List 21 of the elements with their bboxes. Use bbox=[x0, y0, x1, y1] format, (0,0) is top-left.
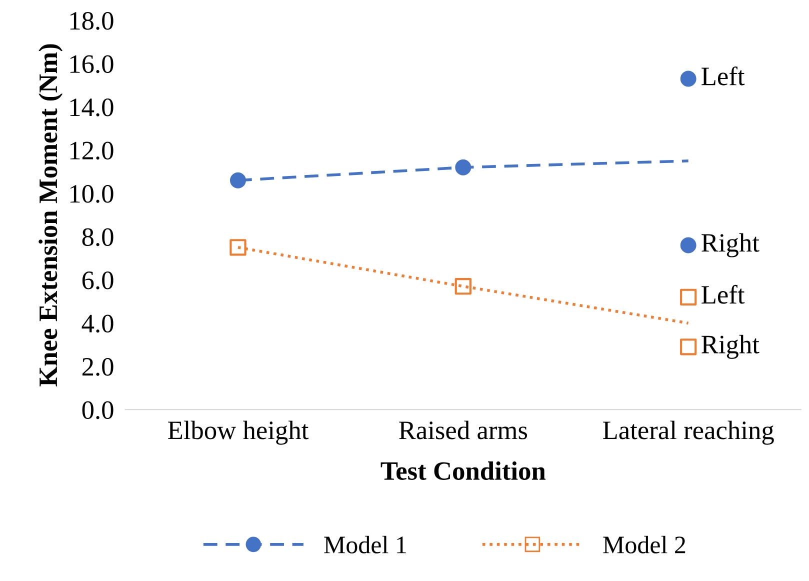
y-tick-label: 8.0 bbox=[82, 228, 114, 246]
x-tick-label: Elbow height bbox=[168, 420, 309, 445]
y-axis-title: Knee Extension Moment (Nm) bbox=[38, 44, 63, 386]
legend-label: Model 1 bbox=[324, 536, 406, 554]
y-tick-label: 4.0 bbox=[82, 314, 114, 333]
x-axis-title: Test Condition bbox=[380, 461, 546, 480]
annotation: Right bbox=[702, 233, 760, 258]
y-tick-label: 12.0 bbox=[70, 142, 114, 160]
y-tick-label: 2.0 bbox=[82, 358, 114, 376]
annotation: Left bbox=[702, 284, 745, 304]
y-tick-label: 10.0 bbox=[70, 184, 114, 203]
x-tick-label: Raised arms bbox=[399, 420, 528, 440]
x-tick-label: Lateral reaching bbox=[603, 420, 774, 445]
y-tick-label: 14.0 bbox=[70, 98, 114, 116]
legend-label: Model 2 bbox=[603, 536, 686, 554]
y-tick-label: 6.0 bbox=[82, 271, 114, 290]
annotation: Right bbox=[702, 334, 760, 359]
y-tick-label: 16.0 bbox=[70, 55, 114, 74]
y-tick-label: 18.0 bbox=[70, 12, 114, 30]
y-tick-label: 0.0 bbox=[82, 401, 114, 420]
annotation: Left bbox=[702, 66, 745, 86]
